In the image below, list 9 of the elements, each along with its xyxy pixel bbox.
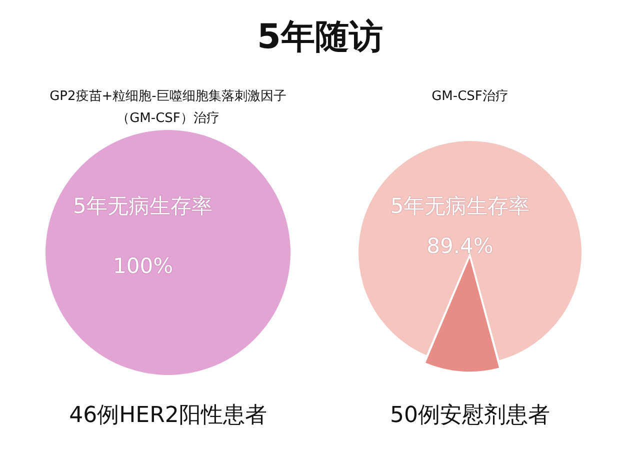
text: 5年无病生存率 [73, 194, 212, 218]
chart-subtitle: GP2疫苗+粒细胞-巨噬细胞集落刺激因子（GM-CSF）治疗 [48, 88, 288, 128]
text: 5年无病生存率 [390, 194, 530, 218]
chart-title: 5年随访 [256, 16, 384, 59]
data-label: 100% [113, 254, 174, 278]
data-label: 89.4% [426, 234, 494, 258]
text: 50例安慰剂患者 [389, 402, 551, 430]
text: 46例HER2阳性患者 [68, 402, 268, 430]
chart-subtitle: GM-CSF治疗 [430, 88, 510, 106]
